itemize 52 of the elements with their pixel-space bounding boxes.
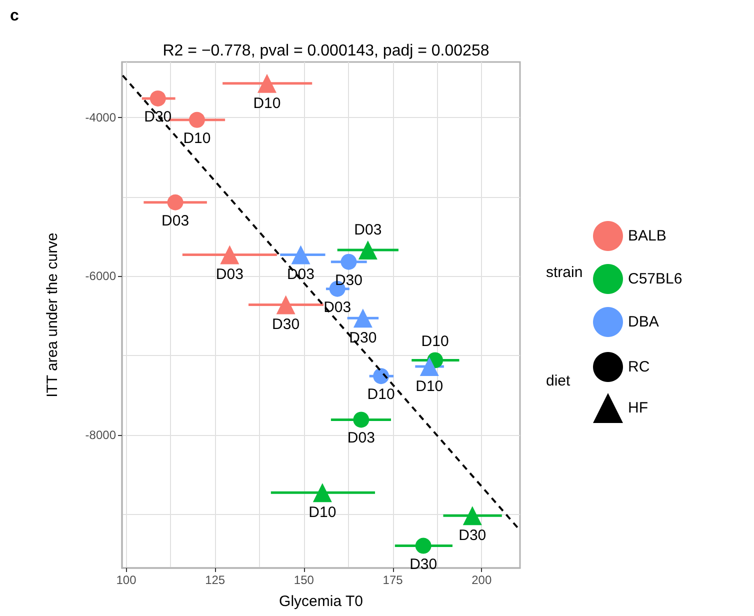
point [353,308,372,328]
text: diet [546,372,570,390]
data-label: D10 [421,333,449,350]
point [312,483,332,502]
data-label: D10 [416,378,444,396]
point [340,254,357,270]
legend-label: HF [628,400,648,416]
chart-title: R2 = −0.778, pval = 0.000143, padj = 0.00258 [162,42,490,60]
text: strain [546,264,583,281]
text: c [10,8,19,24]
x-tick-label: 200 [472,573,492,587]
data-label: D10 [253,94,281,112]
point [276,295,296,314]
data-label: D30 [334,272,362,289]
point [150,90,166,106]
point [220,245,240,264]
data-label: D30 [458,527,486,544]
data-label: D10 [308,504,336,522]
data-label: D03 [347,430,375,447]
legend-label: RC [628,358,650,376]
y-axis-title: ITT area under the curve [44,232,61,398]
legend-label: BALB [628,228,666,244]
y-tick-label: -8000 [85,428,116,442]
data-label: D10 [183,130,211,147]
data-label: D30 [272,316,300,334]
x-tick-label: 125 [205,573,226,587]
data-label: D03 [216,266,244,284]
point [188,112,205,128]
x-tick-label: 150 [294,573,314,587]
legend-label: C57BL6 [628,270,682,288]
point [462,506,482,526]
legend-label: DBA [628,314,659,330]
point [257,74,276,93]
data-label: D03 [162,212,190,230]
point [415,538,432,554]
point [373,368,390,384]
y-tick-label: -6000 [85,269,116,284]
data-label: D30 [144,108,172,126]
point [291,245,310,264]
data-label: D03 [354,221,382,238]
x-tick-label: 100 [116,573,137,587]
point [167,194,184,210]
x-tick-label: 175 [382,573,404,587]
data-label: D10 [367,386,395,404]
point [358,240,378,260]
y-tick-label: -4000 [85,110,116,125]
x-axis-title: Glycemia T0 [279,593,363,610]
data-label: D03 [324,298,352,316]
data-label: D30 [410,556,438,573]
point [420,357,439,376]
data-label: D30 [349,330,377,347]
point [353,412,370,428]
